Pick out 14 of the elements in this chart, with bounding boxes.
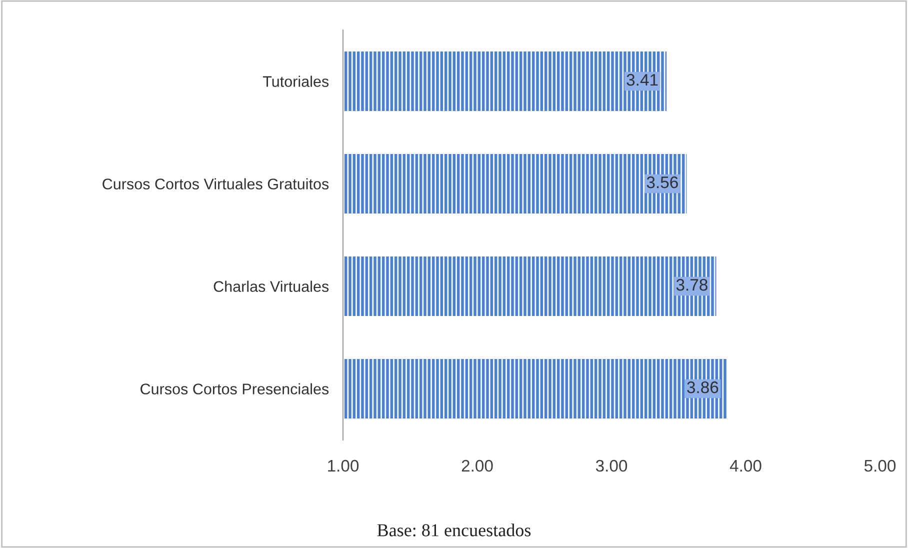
- x-tick-label: 2.00: [462, 460, 493, 472]
- y-tick-label: Cursos Cortos Presenciales: [140, 383, 329, 394]
- x-tick-label: 3.00: [596, 460, 628, 472]
- x-tick-label: 1.00: [328, 460, 359, 472]
- data-label: 3.78: [676, 278, 708, 291]
- text: Base: 81 encuestados: [377, 524, 531, 536]
- y-tick-label: Cursos Cortos Virtuales Gratuitos: [102, 178, 329, 190]
- x-tick-label: 5.00: [864, 460, 896, 472]
- data-label: 3.41: [626, 74, 658, 86]
- y-tick-label: Charlas Virtuales: [214, 280, 329, 292]
- x-tick-label: 4.00: [730, 460, 762, 472]
- y-tick-label: Tutoriales: [262, 76, 329, 87]
- data-label: 3.56: [646, 176, 678, 188]
- data-label: 3.86: [687, 381, 718, 394]
